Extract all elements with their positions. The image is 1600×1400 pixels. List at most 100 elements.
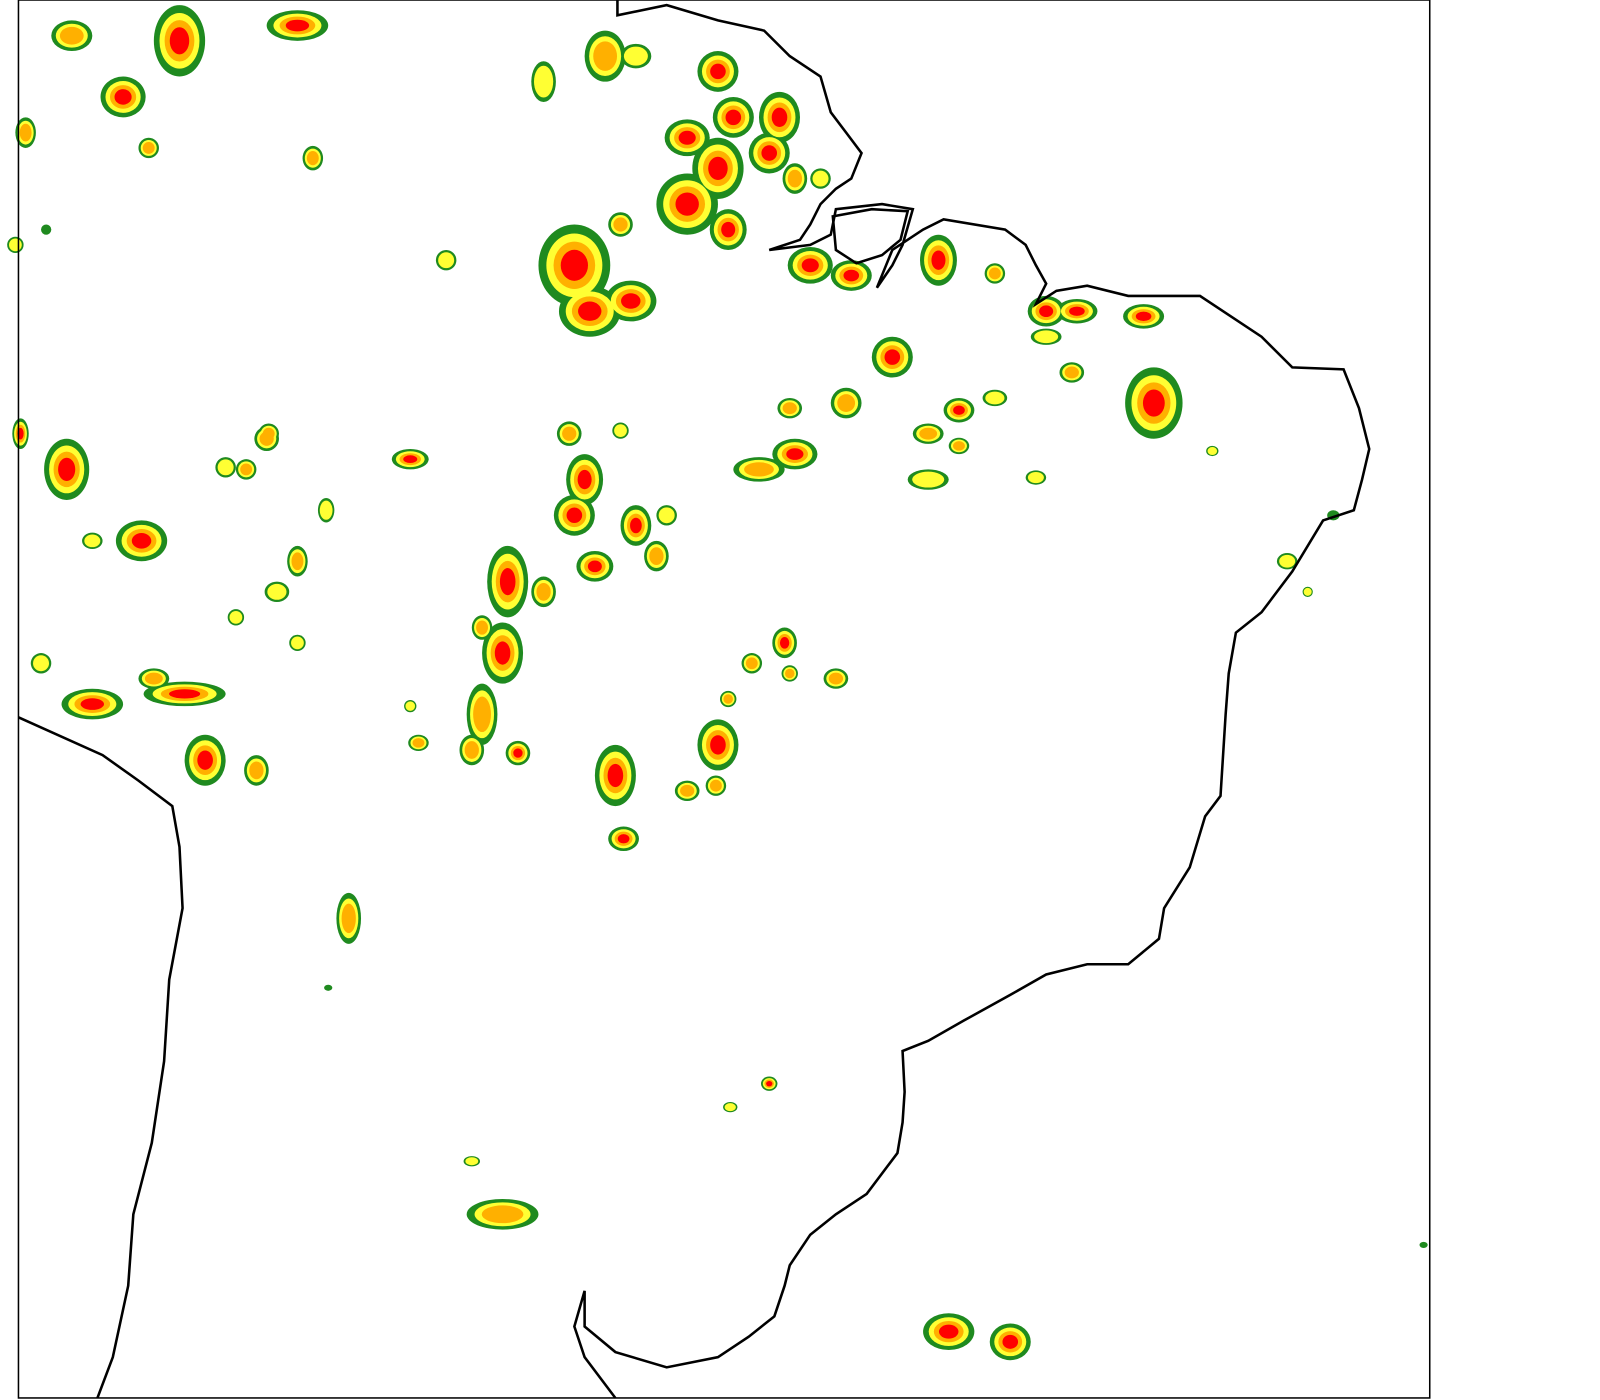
precipitation-contour [476,620,489,635]
precipitation-contour [614,424,627,437]
precipitation-contour [240,463,253,476]
precipitation-contour [169,689,201,699]
precipitation-contour [291,636,304,650]
precipitation-contour [761,145,778,161]
precipitation-contour [912,471,945,488]
precipitation-contour [710,735,726,755]
precipitation-contour [267,583,287,600]
precipitation-contour [142,142,155,154]
precipitation-contour [577,469,592,490]
precipitation-contour [709,779,722,792]
precipitation-contour [1142,389,1165,417]
precipitation-contour [623,46,648,66]
precipitation-contour [1002,1334,1019,1349]
precipitation-contour [262,427,275,440]
map-frame [17,0,1431,1399]
precipitation-contour [843,269,860,282]
precipitation-contour [58,457,76,482]
precipitation-contour [782,402,797,415]
precipitation-contour [306,151,319,166]
coastline-east [573,0,1371,1399]
precipitation-contour [724,1103,736,1112]
precipitation-contour [587,560,602,573]
precipitation-contour [1279,554,1296,568]
precipitation-contour [931,250,946,270]
precipitation-contour [80,698,104,710]
precipitation-contour [114,89,132,105]
precipitation-contour [607,763,624,788]
precipitation-contour [812,170,829,187]
precipitation-contour [745,657,758,670]
precipitation-contour [464,741,479,759]
precipitation-contour [771,107,788,128]
precipitation-contour [8,238,22,252]
precipitation-contour [658,507,675,524]
precipitation-contour [217,459,234,476]
precipitation-contour [536,582,551,601]
precipitation-contour [919,427,938,440]
precipitation-contour [438,252,455,269]
precipitation-contour [341,903,356,934]
precipitation-contour [562,426,577,441]
precipitation-contour [621,293,641,309]
precipitation-contour [59,26,84,45]
precipitation-contour [578,301,602,321]
precipitation-contour [953,405,965,415]
precipitation-contour [1419,1241,1428,1248]
precipitation-contour [131,533,152,549]
precipitation-contour [649,547,664,565]
precipitation-contour [144,672,163,685]
precipitation-contour [285,19,310,32]
precipitation-contour [801,258,819,273]
precipitation-contour [953,441,965,451]
precipitation-contour [617,834,630,844]
precipitation-contour [593,41,618,71]
precipitation-contour [721,221,736,238]
precipitation-contour [828,672,844,685]
precipitation-contour [680,784,695,797]
precipitation-contour [169,27,190,55]
precipitation-contour [1039,305,1054,318]
precipitation-contour [723,694,733,704]
precipitation-contour [1069,306,1085,316]
precipitation-contour [412,738,425,748]
precipitation-contour [779,637,790,649]
precipitation-contour [1135,311,1152,321]
precipitation-contour [291,552,304,571]
precipitation-contour [708,156,728,181]
precipitation-contour [403,455,418,464]
precipitation-contour [675,192,699,216]
precipitation-contour [566,507,583,524]
precipitation-field [7,5,1428,1361]
amazon-delta-island [831,207,910,265]
precipitation-contour [787,169,803,188]
precipitation-contour [494,641,511,665]
precipitation-contour [319,500,333,520]
precipitation-contour [533,65,554,98]
precipitation-contour [513,748,523,758]
precipitation-contour [249,761,264,780]
coastline-west [17,716,184,1399]
precipitation-contour [613,217,628,232]
precipitation-contour [766,1080,773,1087]
precipitation-contour [473,696,491,733]
precipitation-contour [678,130,696,145]
precipitation-contour [710,63,726,80]
precipitation-contour [33,655,50,672]
precipitation-contour [41,224,52,235]
precipitation-contour [784,668,795,679]
precipitation-contour [465,1157,479,1166]
precipitation-contour [1064,366,1079,379]
precipitation-contour [786,448,804,460]
precipitation-contour [197,750,213,770]
precipitation-contour [1207,447,1218,455]
precipitation-contour [324,984,333,991]
precipitation-contour [405,701,416,711]
precipitation-contour [744,462,774,477]
precipitation-contour [938,1324,959,1339]
precipitation-contour [229,610,243,624]
precipitation-contour [630,517,642,534]
